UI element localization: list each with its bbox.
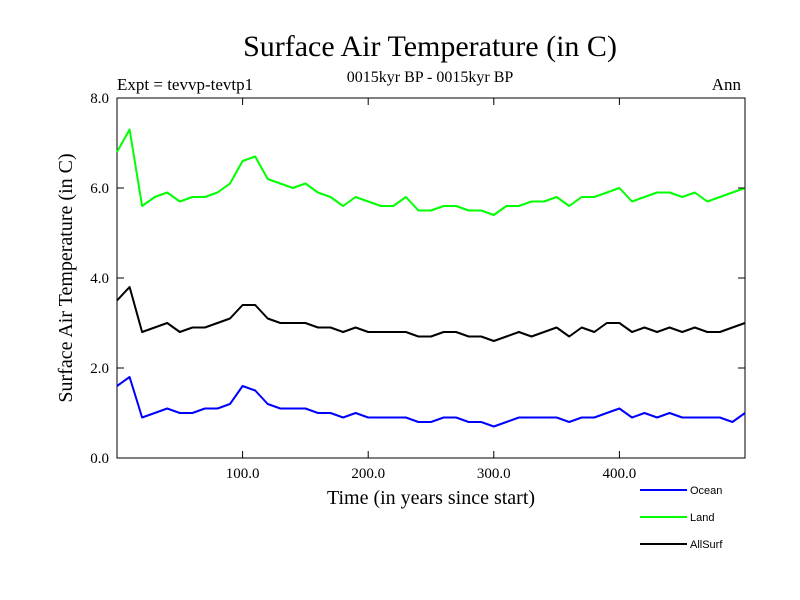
x-tick-label: 200.0 — [351, 466, 385, 482]
legend-label-ocean: Ocean — [690, 485, 722, 497]
series-line-land — [116, 128, 746, 216]
y-tick-label: 4.0 — [90, 271, 109, 287]
y-tick-label: 6.0 — [90, 181, 109, 197]
legend-label-land: Land — [690, 512, 714, 524]
expt-label: Expt = tevvp-tevtp1 — [117, 75, 253, 94]
series-line-allsurf — [116, 286, 746, 342]
x-tick-label: 300.0 — [477, 466, 511, 482]
x-tick-label: 400.0 — [603, 466, 637, 482]
chart-title: Surface Air Temperature (in C) — [243, 30, 617, 63]
plot-area: 100.0 200.0 300.0 400.0 0.0 2.0 4.0 6.0 8.0 — [90, 91, 746, 482]
y-tick-label: 2.0 — [90, 361, 109, 377]
x-axis-label: Time (in years since start) — [327, 487, 535, 509]
plot-frame — [116, 97, 746, 459]
y-tick-label: 8.0 — [90, 91, 109, 107]
series-layer — [116, 128, 746, 428]
legend-label-allsurf: AllSurf — [690, 539, 723, 551]
chart-subtitle: 0015kyr BP - 0015kyr BP — [347, 69, 514, 86]
y-tick-label: 0.0 — [90, 451, 109, 467]
season-label: Ann — [712, 75, 742, 94]
ticks-layer: 100.0 200.0 300.0 400.0 0.0 2.0 4.0 6.0 8.0 — [90, 91, 745, 482]
y-axis-label: Surface Air Temperature (in C) — [55, 153, 77, 402]
legend: Ocean Land AllSurf — [640, 485, 723, 551]
series-line-ocean — [116, 376, 746, 428]
x-tick-label: 100.0 — [226, 466, 260, 482]
